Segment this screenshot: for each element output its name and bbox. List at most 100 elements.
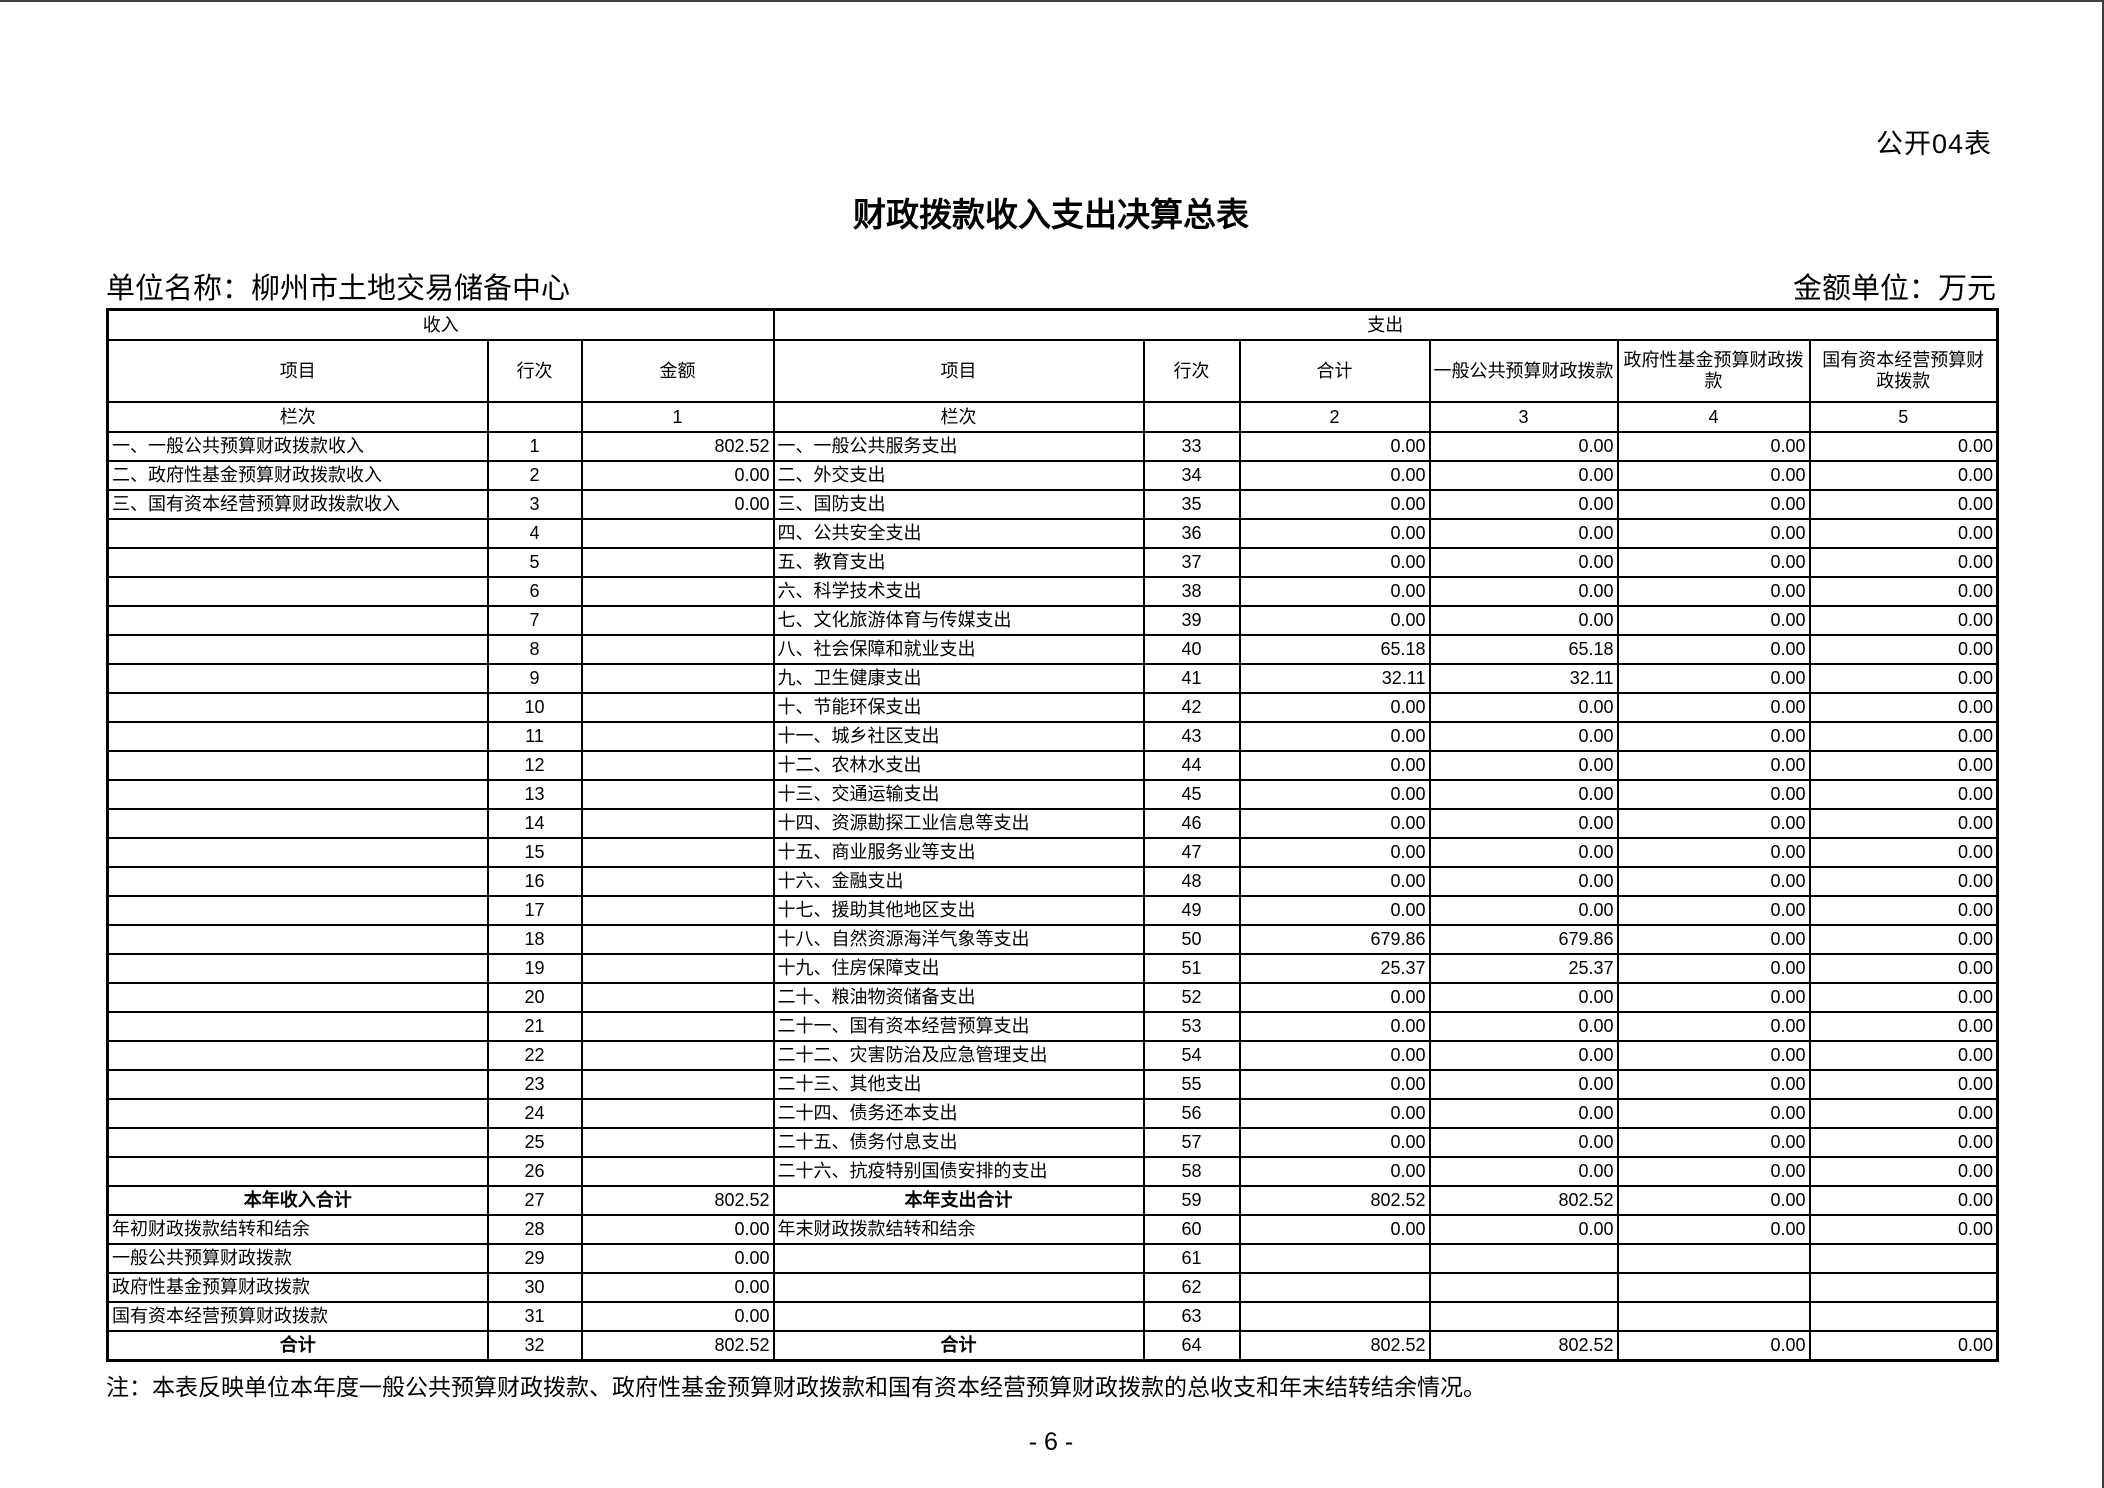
- income-line-cell: 8: [486, 634, 583, 665]
- expense-general-cell: 802.52: [1428, 1330, 1619, 1362]
- expense-general-cell: 0.00: [1428, 518, 1619, 549]
- expense-item-cell: [772, 1301, 1145, 1332]
- expense-item-cell: 二十四、债务还本支出: [772, 1098, 1145, 1129]
- expense-govfund-cell: 0.00: [1616, 1040, 1811, 1071]
- expense-govfund-cell: 0.00: [1616, 779, 1811, 810]
- expense-statecap-cell: 0.00: [1808, 460, 1999, 491]
- expense-total-cell: 802.52: [1238, 1185, 1431, 1216]
- income-line-cell: 15: [486, 837, 583, 868]
- income-line-cell: 10: [486, 692, 583, 723]
- expense-general-cell: 0.00: [1428, 982, 1619, 1013]
- income-item-cell: [106, 576, 489, 607]
- table-row: 26 二十六、抗疫特别国债安排的支出 58 0.00 0.00 0.00 0.00: [106, 1156, 1999, 1187]
- expense-general-cell: 0.00: [1428, 1214, 1619, 1245]
- expense-statecap-cell: 0.00: [1808, 779, 1999, 810]
- expense-total-cell: 0.00: [1238, 518, 1431, 549]
- expense-general-cell: 32.11: [1428, 663, 1619, 694]
- expense-general-cell: 0.00: [1428, 1098, 1619, 1129]
- expense-govfund-cell: 0.00: [1616, 663, 1811, 694]
- income-amount-cell: [580, 982, 775, 1013]
- expense-general-cell: 0.00: [1428, 431, 1619, 462]
- expense-total-cell: 0.00: [1238, 750, 1431, 781]
- expense-total-cell: 0.00: [1238, 460, 1431, 491]
- expense-general-cell: 0.00: [1428, 1127, 1619, 1158]
- income-amount-cell: [580, 692, 775, 723]
- income-item-header: 项目: [106, 339, 489, 403]
- expense-item-cell: 二十、粮油物资储备支出: [772, 982, 1145, 1013]
- income-line-cell: 22: [486, 1040, 583, 1071]
- income-item-cell: [106, 1127, 489, 1158]
- income-item-cell: 年初财政拨款结转和结余: [106, 1214, 489, 1245]
- expense-general-cell: 0.00: [1428, 1156, 1619, 1187]
- income-line-cell: 27: [486, 1185, 583, 1216]
- income-line-cell: 14: [486, 808, 583, 839]
- expense-colindex-blank: [1142, 401, 1241, 433]
- income-item-cell: [106, 924, 489, 955]
- expense-govfund-cell: 0.00: [1616, 895, 1811, 926]
- income-amount-cell: 802.52: [580, 1185, 775, 1216]
- expense-total-cell: 0.00: [1238, 1214, 1431, 1245]
- expense-statecap-cell: 0.00: [1808, 1330, 1999, 1362]
- expense-line-cell: 34: [1142, 460, 1241, 491]
- table-row: 三、国有资本经营预算财政拨款收入 3 0.00 三、国防支出 35 0.00 0.00 0.0…: [106, 489, 1999, 520]
- income-line-cell: 1: [486, 431, 583, 462]
- expense-line-cell: 47: [1142, 837, 1241, 868]
- expense-govfund-cell: 0.00: [1616, 431, 1811, 462]
- expense-general-cell: 0.00: [1428, 1069, 1619, 1100]
- expense-general-budget-header: 一般公共预算财政拨款: [1428, 339, 1619, 403]
- expense-total-cell: 0.00: [1238, 982, 1431, 1013]
- income-amount-cell: [580, 779, 775, 810]
- table-row: 21 二十一、国有资本经营预算支出 53 0.00 0.00 0.00 0.00: [106, 1011, 1999, 1042]
- table-row: 20 二十、粮油物资储备支出 52 0.00 0.00 0.00 0.00: [106, 982, 1999, 1013]
- income-amount-cell: [580, 837, 775, 868]
- expense-item-cell: 十四、资源勘探工业信息等支出: [772, 808, 1145, 839]
- expense-line-cell: 61: [1142, 1243, 1241, 1274]
- expense-total-cell: 0.00: [1238, 1011, 1431, 1042]
- expense-govfund-cell: 0.00: [1616, 1214, 1811, 1245]
- expense-general-cell: 0.00: [1428, 750, 1619, 781]
- fiscal-appropriation-table: 收入 支出 项目 行次 金额 项目 行次 合计 一般公共预算财政拨款 政府性基金…: [106, 308, 2000, 1362]
- income-item-cell: [106, 837, 489, 868]
- page-number: - 6 -: [1028, 1428, 1074, 1456]
- expense-govfund-cell: [1616, 1243, 1811, 1274]
- expense-item-header: 项目: [772, 339, 1145, 403]
- expense-item-cell: 十七、援助其他地区支出: [772, 895, 1145, 926]
- expense-total-cell: 0.00: [1238, 721, 1431, 752]
- table-row: 一、一般公共预算财政拨款收入 1 802.52 一、一般公共服务支出 33 0.00 0.0…: [106, 431, 1999, 462]
- income-amount-cell: [580, 953, 775, 984]
- expense-item-cell: 十一、城乡社区支出: [772, 721, 1145, 752]
- expense-line-cell: 62: [1142, 1272, 1241, 1303]
- expense-item-cell: 五、教育支出: [772, 547, 1145, 578]
- expense-item-cell: 四、公共安全支出: [772, 518, 1145, 549]
- expense-statecap-cell: 0.00: [1808, 634, 1999, 665]
- expense-gov-fund-header: 政府性基金预算财政拨款: [1616, 339, 1811, 403]
- expense-govfund-cell: 0.00: [1616, 1127, 1811, 1158]
- income-colindex-blank: [486, 401, 583, 433]
- table-row: 一般公共预算财政拨款 29 0.00 61: [106, 1243, 1999, 1274]
- expense-line-cell: 42: [1142, 692, 1241, 723]
- section-header-row: 收入 支出: [106, 308, 1999, 341]
- expense-general-cell: 802.52: [1428, 1185, 1619, 1216]
- income-item-cell: [106, 750, 489, 781]
- expense-general-cell: 0.00: [1428, 489, 1619, 520]
- expense-govfund-cell: 0.00: [1616, 1011, 1811, 1042]
- expense-line-cell: 56: [1142, 1098, 1241, 1129]
- expense-govfund-cell: 0.00: [1616, 634, 1811, 665]
- expense-statecap-cell: 0.00: [1808, 692, 1999, 723]
- expenditure-section-header: 支出: [772, 308, 1999, 341]
- expense-total-cell: 0.00: [1238, 489, 1431, 520]
- table-row: 9 九、卫生健康支出 41 32.11 32.11 0.00 0.00: [106, 663, 1999, 694]
- income-item-cell: [106, 605, 489, 636]
- expense-general-cell: 0.00: [1428, 779, 1619, 810]
- expense-item-cell: [772, 1272, 1145, 1303]
- expense-line-cell: 64: [1142, 1330, 1241, 1362]
- income-amount-cell: [580, 1069, 775, 1100]
- income-amount-cell: 0.00: [580, 1301, 775, 1332]
- expense-item-cell: 十九、住房保障支出: [772, 953, 1145, 984]
- income-line-cell: 24: [486, 1098, 583, 1129]
- expense-statecap-cell: 0.00: [1808, 1011, 1999, 1042]
- expense-item-cell: 二十二、灾害防治及应急管理支出: [772, 1040, 1145, 1071]
- expense-line-cell: 54: [1142, 1040, 1241, 1071]
- income-amount-cell: 0.00: [580, 460, 775, 491]
- expense-item-cell: 七、文化旅游体育与传媒支出: [772, 605, 1145, 636]
